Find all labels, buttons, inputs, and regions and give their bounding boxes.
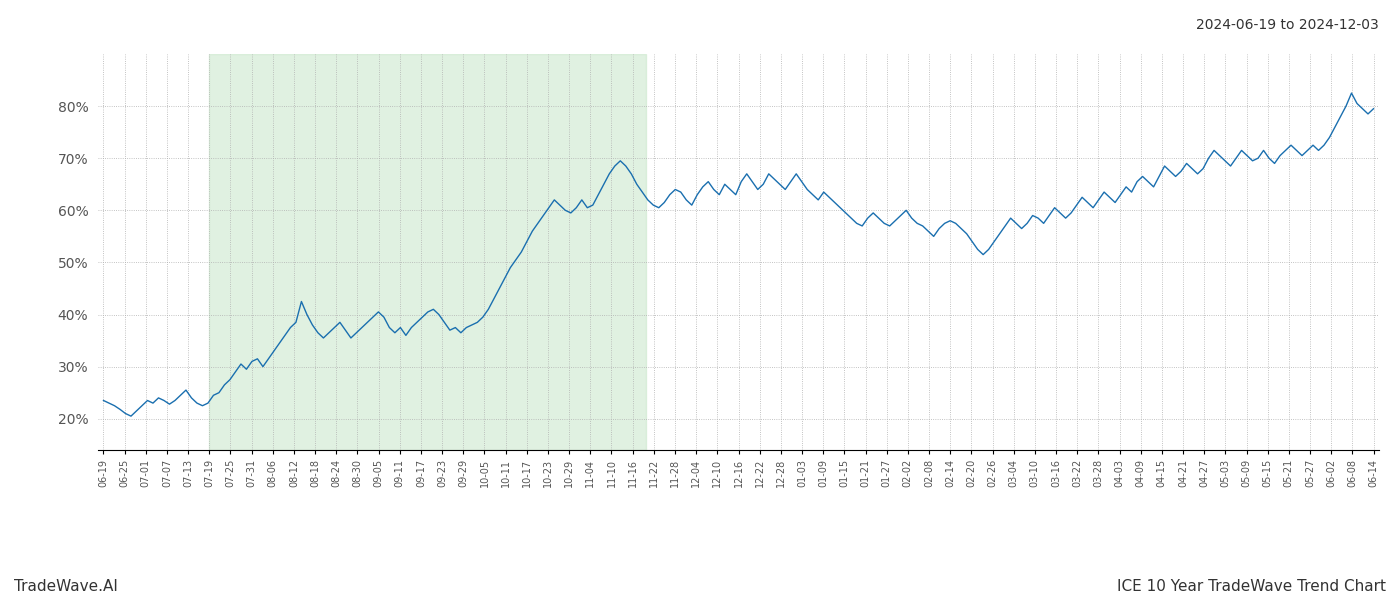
Bar bbox=[210, 54, 645, 450]
Text: ICE 10 Year TradeWave Trend Chart: ICE 10 Year TradeWave Trend Chart bbox=[1117, 579, 1386, 594]
Text: TradeWave.AI: TradeWave.AI bbox=[14, 579, 118, 594]
Text: 2024-06-19 to 2024-12-03: 2024-06-19 to 2024-12-03 bbox=[1196, 18, 1379, 32]
